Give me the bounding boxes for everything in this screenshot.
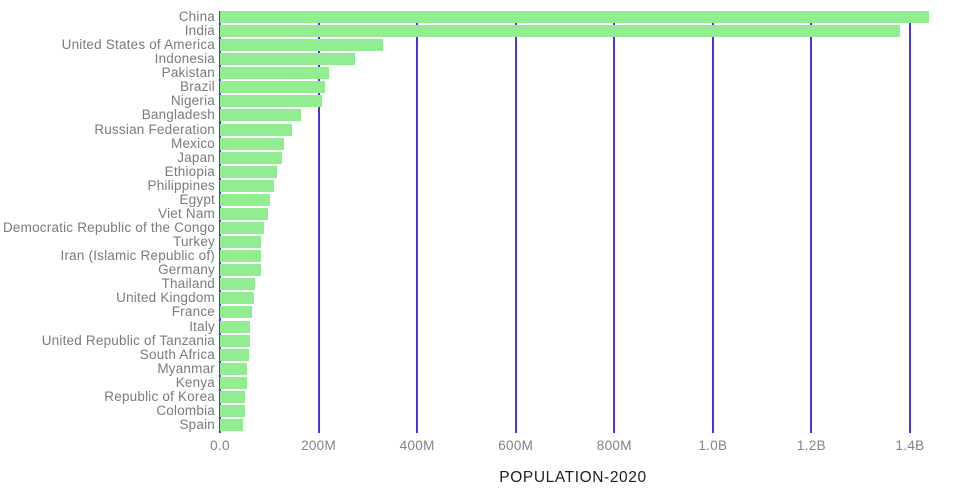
country-label: Kenya: [175, 374, 215, 390]
country-label: Egypt: [179, 191, 215, 207]
bar: [220, 25, 901, 38]
bar: [220, 222, 265, 235]
country-label: United Kingdom: [116, 290, 215, 306]
bar: [220, 404, 246, 417]
bar: [220, 390, 246, 403]
bar: [220, 207, 268, 220]
x-tick-label: 1.4B: [895, 438, 925, 453]
country-label: Philippines: [147, 177, 215, 193]
bar: [220, 165, 277, 178]
bar: [220, 278, 255, 291]
gridline: [810, 11, 813, 433]
country-label: Pakistan: [161, 65, 215, 81]
country-label: United Republic of Tanzania: [41, 332, 215, 348]
country-label: United States of America: [61, 37, 215, 53]
bar: [220, 53, 356, 66]
country-label: Myanmar: [157, 360, 215, 376]
country-label: Viet Nam: [158, 205, 215, 221]
bar: [220, 306, 253, 319]
country-label: Spain: [179, 417, 215, 433]
bar: [220, 348, 250, 361]
country-label: Nigeria: [170, 93, 215, 109]
bar: [220, 39, 384, 52]
bar: [220, 320, 250, 333]
x-tick-label: 400M: [399, 438, 435, 453]
bar: [220, 95, 322, 108]
bar: [220, 123, 292, 136]
country-label: Republic of Korea: [104, 388, 215, 404]
gridline: [317, 11, 320, 433]
country-label: Brazil: [180, 79, 215, 95]
x-tick-label: 0.0: [210, 438, 230, 453]
gridline: [909, 11, 911, 433]
country-label: Russian Federation: [94, 121, 215, 137]
country-label: Turkey: [173, 234, 215, 250]
bar: [220, 193, 271, 206]
gridline: [613, 11, 616, 433]
bar: [220, 250, 262, 263]
country-label: Japan: [177, 149, 215, 165]
x-tick-label: 200M: [301, 438, 337, 453]
x-tick-label: 800M: [596, 438, 632, 453]
bar: [220, 11, 930, 23]
bar: [220, 151, 283, 164]
gridline: [514, 11, 517, 433]
bar: [220, 137, 284, 150]
bar: [220, 362, 247, 375]
gridline: [416, 11, 419, 433]
country-label: Iran (Islamic Republic of): [60, 248, 215, 264]
bar: [220, 109, 302, 122]
gridline: [711, 11, 714, 433]
x-tick-label: 1.2B: [796, 438, 826, 453]
country-label: Indonesia: [154, 51, 215, 67]
bar: [220, 292, 254, 305]
country-label: Mexico: [171, 135, 215, 151]
x-axis-title: POPULATION-2020: [499, 469, 647, 486]
bar: [220, 264, 262, 277]
country-label: China: [178, 9, 215, 24]
country-label: South Africa: [139, 346, 215, 362]
country-label: France: [171, 304, 215, 320]
country-label: Ethiopia: [164, 163, 215, 179]
country-label: Germany: [158, 262, 215, 278]
bar: [220, 334, 250, 347]
bar: [220, 81, 325, 94]
bar: [220, 376, 247, 389]
country-label: Colombia: [156, 402, 215, 418]
gridline: [219, 11, 221, 433]
country-label: Thailand: [161, 276, 215, 292]
country-label: Democratic Republic of the Congo: [2, 220, 215, 236]
country-label: Bangladesh: [141, 107, 215, 123]
x-tick-label: 1.0B: [698, 438, 728, 453]
bar: [220, 67, 329, 80]
country-label: Italy: [189, 318, 215, 334]
bar: [220, 419, 244, 432]
bar: [220, 236, 262, 249]
country-label: India: [184, 23, 215, 39]
x-tick-label: 600M: [498, 438, 534, 453]
bar: [220, 179, 275, 192]
